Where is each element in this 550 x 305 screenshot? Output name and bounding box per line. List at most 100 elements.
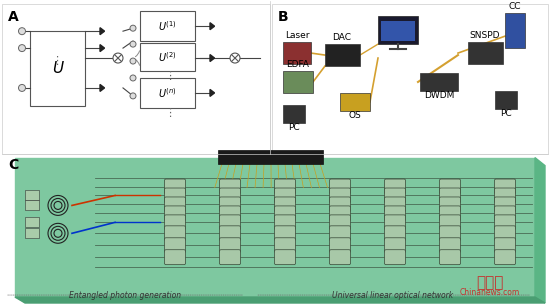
Text: C: C	[8, 158, 18, 172]
FancyBboxPatch shape	[494, 250, 515, 265]
Text: DWDM: DWDM	[424, 91, 454, 100]
Polygon shape	[100, 45, 104, 52]
FancyBboxPatch shape	[329, 197, 350, 212]
Text: PC: PC	[288, 123, 300, 132]
Circle shape	[130, 25, 136, 31]
Text: Entangled photon generation: Entangled photon generation	[69, 291, 181, 300]
FancyBboxPatch shape	[164, 197, 185, 212]
Text: SNSPD: SNSPD	[470, 31, 500, 40]
Bar	[30, 31, 85, 106]
FancyBboxPatch shape	[439, 226, 460, 241]
Text: DAC: DAC	[333, 33, 351, 42]
FancyBboxPatch shape	[494, 188, 515, 203]
FancyBboxPatch shape	[439, 197, 460, 212]
Bar	[25, 200, 39, 210]
FancyBboxPatch shape	[164, 215, 185, 230]
Polygon shape	[15, 158, 535, 297]
FancyBboxPatch shape	[164, 188, 185, 203]
FancyBboxPatch shape	[384, 226, 405, 241]
Polygon shape	[210, 89, 214, 96]
Bar	[381, 21, 415, 41]
Text: CC: CC	[509, 2, 521, 11]
Text: ⋮: ⋮	[164, 108, 175, 118]
FancyBboxPatch shape	[384, 179, 405, 194]
FancyBboxPatch shape	[329, 226, 350, 241]
Bar	[25, 191, 39, 200]
FancyBboxPatch shape	[494, 226, 515, 241]
Polygon shape	[100, 28, 104, 35]
Bar	[272, 4, 548, 154]
Bar	[283, 105, 305, 123]
FancyBboxPatch shape	[219, 215, 240, 230]
Polygon shape	[210, 55, 214, 62]
FancyBboxPatch shape	[164, 179, 185, 194]
Text: 中新网: 中新网	[476, 276, 504, 291]
FancyBboxPatch shape	[384, 197, 405, 212]
FancyBboxPatch shape	[439, 179, 460, 194]
Circle shape	[230, 53, 240, 63]
FancyBboxPatch shape	[384, 238, 405, 253]
FancyBboxPatch shape	[274, 238, 295, 253]
FancyBboxPatch shape	[329, 215, 350, 230]
Circle shape	[19, 28, 25, 35]
Bar	[340, 93, 370, 111]
Polygon shape	[15, 297, 545, 303]
FancyBboxPatch shape	[384, 250, 405, 265]
FancyBboxPatch shape	[164, 250, 185, 265]
Polygon shape	[535, 158, 545, 303]
Bar	[505, 13, 525, 48]
Bar	[378, 16, 418, 44]
Text: Universal linear optical network: Universal linear optical network	[332, 291, 454, 300]
FancyBboxPatch shape	[494, 215, 515, 230]
Circle shape	[19, 45, 25, 52]
FancyBboxPatch shape	[274, 206, 295, 221]
FancyBboxPatch shape	[494, 197, 515, 212]
Bar	[140, 43, 195, 71]
FancyBboxPatch shape	[384, 206, 405, 221]
FancyBboxPatch shape	[329, 179, 350, 194]
FancyBboxPatch shape	[274, 188, 295, 203]
Circle shape	[130, 41, 136, 47]
FancyBboxPatch shape	[439, 215, 460, 230]
Text: ⋮: ⋮	[164, 71, 175, 81]
FancyBboxPatch shape	[219, 250, 240, 265]
Text: OS: OS	[349, 111, 361, 120]
Text: $U^{(1)}$: $U^{(1)}$	[158, 19, 177, 33]
Text: U: U	[52, 61, 63, 76]
FancyBboxPatch shape	[274, 197, 295, 212]
FancyBboxPatch shape	[384, 215, 405, 230]
Text: Chinanews.com: Chinanews.com	[460, 288, 520, 296]
FancyBboxPatch shape	[384, 188, 405, 203]
FancyBboxPatch shape	[219, 197, 240, 212]
Circle shape	[130, 93, 136, 99]
FancyBboxPatch shape	[274, 215, 295, 230]
FancyBboxPatch shape	[164, 206, 185, 221]
Text: Laser: Laser	[285, 31, 309, 40]
FancyBboxPatch shape	[274, 226, 295, 241]
FancyBboxPatch shape	[219, 226, 240, 241]
Bar	[495, 91, 517, 109]
Bar	[283, 71, 313, 93]
Bar	[420, 73, 458, 91]
Bar	[325, 44, 360, 66]
Text: $U^{(n)}$: $U^{(n)}$	[158, 86, 177, 100]
FancyBboxPatch shape	[439, 238, 460, 253]
FancyBboxPatch shape	[164, 238, 185, 253]
Text: $U^{(2)}$: $U^{(2)}$	[158, 50, 177, 64]
Polygon shape	[100, 84, 104, 92]
Bar	[2, 4, 270, 154]
FancyBboxPatch shape	[219, 188, 240, 203]
FancyBboxPatch shape	[494, 179, 515, 194]
FancyBboxPatch shape	[219, 179, 240, 194]
FancyBboxPatch shape	[329, 250, 350, 265]
Text: PC: PC	[500, 109, 512, 118]
FancyBboxPatch shape	[494, 206, 515, 221]
FancyBboxPatch shape	[494, 238, 515, 253]
Polygon shape	[210, 23, 214, 30]
Bar	[468, 42, 503, 64]
Bar	[25, 228, 39, 238]
Bar	[218, 150, 323, 163]
Circle shape	[113, 53, 123, 63]
FancyBboxPatch shape	[164, 226, 185, 241]
Bar	[283, 42, 311, 64]
